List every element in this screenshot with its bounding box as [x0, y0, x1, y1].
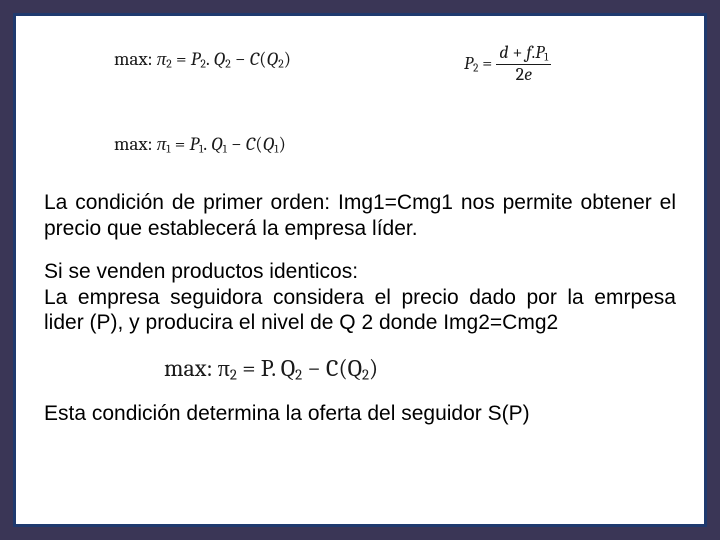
equation-body: π2 = P. Q2 − C(Q2) — [218, 354, 378, 382]
paragraph-oferta-seguidor: Esta condición determina la oferta del s… — [44, 401, 676, 427]
equation-p2-fraction: P2 = d + f.P12e — [464, 44, 551, 85]
max-label: max: — [114, 133, 153, 155]
equation-pi2-max: max: π2 = P2. Q2 − C(Q2) — [114, 48, 291, 71]
fraction-numerator: d + f.P1 — [496, 44, 551, 64]
top-equation-area: max: π2 = P2. Q2 − C(Q2) max: π1 = P1. Q… — [44, 38, 676, 178]
line-intro: Si se venden productos identicos: — [44, 260, 358, 283]
equation-body: π1 = P1. Q1 − C(Q1) — [157, 133, 286, 155]
slide-frame: max: π2 = P2. Q2 − C(Q2) max: π1 = P1. Q… — [13, 13, 707, 527]
equation-pi1-max: max: π1 = P1. Q1 − C(Q1) — [114, 133, 286, 156]
line-follower: La empresa seguidora considera el precio… — [44, 285, 676, 336]
equation-body: π2 = P2. Q2 − C(Q2) — [157, 48, 291, 70]
paragraph-condition-primer-orden: La condición de primer orden: Img1=Cmg1 … — [44, 190, 676, 241]
fraction: d + f.P12e — [496, 44, 551, 85]
fraction-denominator: 2e — [496, 64, 551, 85]
paragraph-productos-identicos: Si se venden productos identicos: La emp… — [44, 259, 676, 336]
max-label: max: — [114, 48, 153, 70]
max-label: max: — [164, 354, 212, 382]
equation-pi2-follower: max: π2 = P. Q2 − C(Q2) — [44, 354, 676, 383]
equation-lhs: P2 = — [464, 53, 496, 74]
